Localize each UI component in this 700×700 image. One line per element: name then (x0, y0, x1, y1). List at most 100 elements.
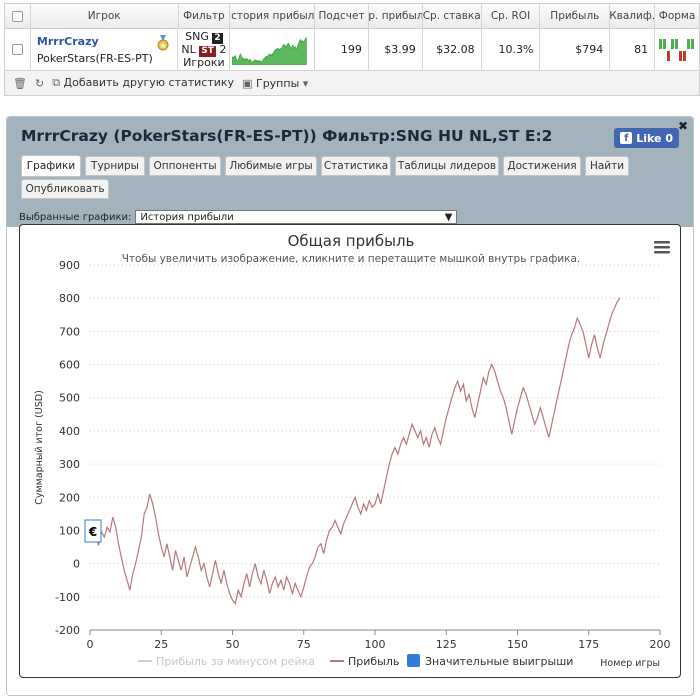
header-player[interactable]: Игрок (31, 4, 179, 28)
tab-favorite-games[interactable]: Любимые игры (225, 156, 317, 176)
chart-menu-icon[interactable] (654, 241, 670, 254)
y-tick-label: 800 (59, 292, 80, 305)
header-count[interactable]: Подсчет (315, 4, 369, 28)
filter-game: SNG (185, 29, 209, 43)
like-label: Like 0 (636, 131, 673, 145)
form-cell (655, 29, 699, 70)
profit-series-line[interactable] (89, 297, 621, 605)
tab-leaderboards[interactable]: Таблицы лидеров (395, 156, 499, 176)
filter-badge-suffix: 2 (219, 42, 227, 56)
y-tick-label: 700 (59, 325, 80, 338)
row-select-cell (5, 29, 31, 70)
form-win-bar (687, 38, 691, 49)
tab-find[interactable]: Найти (585, 156, 629, 176)
tab-publish[interactable]: Опубликовать (21, 179, 109, 199)
filter-line-2: NL ST 2 (181, 42, 227, 57)
player-panel: MrrrCrazy (PokerStars(FR-ES-PT)) Фильтр:… (6, 116, 694, 696)
panel-title: MrrrCrazy (PokerStars(FR-ES-PT)) Фильтр:… (21, 127, 553, 145)
filter-cell: SNG 2 NL ST 2 Игроки (178, 29, 231, 70)
x-tick-label: 150 (507, 638, 528, 651)
select-all-cell (5, 4, 31, 28)
legend-label: Прибыль за минусом рейка (156, 655, 315, 668)
add-stats-button[interactable]: ⧉ Добавить другую статистику (52, 76, 234, 90)
header-form[interactable]: Форма (658, 10, 696, 22)
legend-item-profit[interactable]: Прибыль (330, 655, 399, 668)
filter-line-1: SNG 2 (185, 29, 223, 44)
form-win-bar (663, 38, 667, 49)
avg-stake-value: $32.08 (423, 29, 482, 70)
header-profit[interactable]: Прибыль (540, 4, 611, 28)
graph-selector-row: Выбранные графики: История прибыли ▼ (19, 210, 458, 224)
chart-legend: Прибыль за минусом рейка Прибыль Значитель… (138, 654, 573, 668)
y-tick-label: 0 (73, 558, 80, 571)
header-avg-profit[interactable]: Ср. прибыль (369, 4, 423, 28)
x-tick-label: 125 (436, 638, 457, 651)
tab-statistics[interactable]: Статистика (321, 156, 391, 176)
y-tick-label: -100 (55, 591, 80, 604)
stats-table: Игрок Фильтр История прибыли Подсчет Ср.… (4, 3, 700, 96)
filter-badge-speed: ST (199, 45, 216, 57)
x-tick-label: 75 (297, 638, 311, 651)
legend-label: Прибыль (348, 655, 399, 668)
y-tick-label: 100 (59, 524, 80, 537)
refresh-icon[interactable]: ↻ (34, 76, 45, 90)
chart-subtitle: Чтобы увеличить изображение, кликните и … (122, 253, 581, 265)
groups-icon: ▣ (242, 76, 253, 90)
y-tick-label: 300 (59, 458, 80, 471)
tab-opponents[interactable]: Оппоненты (149, 156, 221, 176)
count-value: 199 (315, 29, 369, 70)
profit-history-sparkline[interactable] (230, 29, 316, 70)
form-loss-bar (679, 50, 683, 61)
tab-graphs[interactable]: Графики (21, 155, 81, 177)
header-filter[interactable]: Фильтр (179, 4, 231, 28)
graph-select-value: История прибыли (140, 211, 234, 223)
qualif-value: 81 (610, 29, 656, 70)
row-checkbox[interactable] (11, 44, 23, 55)
currency-marker[interactable]: € (84, 519, 102, 543)
header-avg-stake[interactable]: Ср. ставка (423, 4, 482, 28)
select-all-checkbox[interactable] (11, 10, 23, 22)
sparkline-area (232, 36, 307, 65)
header-profit-history[interactable]: История прибыли (230, 4, 316, 28)
x-tick-label: 0 (87, 638, 94, 651)
groups-label: Группы (255, 76, 300, 90)
header-avg-roi[interactable]: Ср. ROI (482, 4, 541, 28)
table-toolbar: 🗑 ↻ ⧉ Добавить другую статистику ▣ Групп… (5, 71, 699, 95)
legend-item-net-profit[interactable]: Прибыль за минусом рейка (138, 655, 315, 668)
add-stats-label: Добавить другую статистику (63, 76, 235, 89)
select-arrow-icon: ▼ (444, 211, 453, 223)
graph-select[interactable]: История прибыли ▼ (135, 210, 458, 224)
form-indicator (659, 38, 695, 61)
chart-container[interactable]: Общая прибыль Чтобы увеличить изображение… (19, 224, 681, 678)
legend-label: Значительные выигрыши (425, 655, 573, 668)
y-tick-label: 900 (59, 259, 80, 272)
tab-tournaments[interactable]: Турниры (85, 156, 145, 176)
y-tick-label: 200 (59, 491, 80, 504)
filter-badge-players: 2 (212, 32, 223, 44)
x-tick-label: 200 (650, 638, 671, 651)
legend-item-big-wins[interactable]: Значительные выигрыши (407, 654, 573, 668)
x-tick-label: 25 (154, 638, 168, 651)
facebook-like-button[interactable]: f Like 0 (614, 128, 679, 148)
form-win-bar (671, 38, 675, 49)
chevron-down-icon: ▾ (302, 76, 309, 90)
player-cell: MrrrCrazy PokerStars(FR-ES-PT) (31, 29, 179, 70)
avg-profit-value: $3.99 (369, 29, 423, 70)
facebook-icon: f (620, 132, 633, 144)
tab-achievements[interactable]: Достижения (503, 156, 581, 176)
player-site: PokerStars(FR-ES-PT) (36, 51, 153, 65)
groups-button[interactable]: ▣ Группы ▾ (242, 77, 308, 90)
graph-selector-label: Выбранные графики: (19, 211, 132, 223)
x-axis-label: Номер игры (600, 658, 660, 669)
player-name-link[interactable]: MrrrCrazy (36, 34, 99, 48)
add-stats-icon: ⧉ (52, 76, 61, 89)
trash-icon[interactable]: 🗑 (13, 76, 27, 90)
y-tick-label: 500 (59, 392, 80, 405)
y-tick-label: 400 (59, 425, 80, 438)
profit-chart[interactable]: Общая прибыль Чтобы увеличить изображение… (20, 225, 682, 679)
header-qualif[interactable]: Квалиф. (610, 4, 656, 28)
close-icon[interactable]: ✖ (677, 119, 688, 133)
table-row: MrrrCrazy PokerStars(FR-ES-PT) SNG 2 NL … (5, 29, 699, 71)
x-tick-label: 175 (578, 638, 599, 651)
filter-limit: NL (181, 42, 196, 56)
